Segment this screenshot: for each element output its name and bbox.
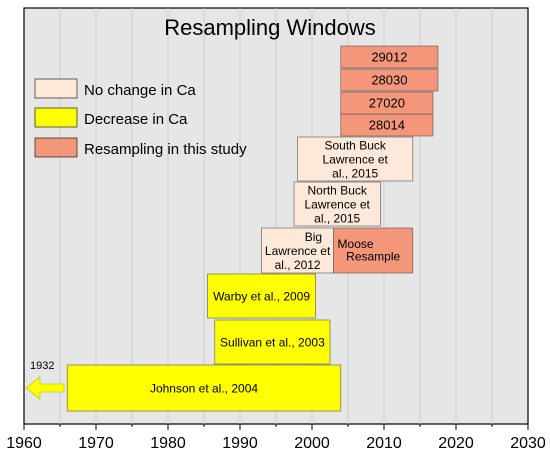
bar-label: al., 2015 [314, 212, 360, 226]
bar [261, 227, 334, 274]
bar [207, 273, 316, 319]
bar [340, 45, 439, 69]
legend-swatch-resampling [34, 137, 78, 158]
x-tick-label: 1990 [222, 435, 258, 452]
bar [340, 68, 439, 92]
bar-label: North Buck [308, 184, 368, 198]
x-tick-label: 1960 [6, 435, 42, 452]
x-tick-label: 2010 [366, 435, 402, 452]
legend-swatch-no-change [34, 78, 78, 99]
x-tick-label: 2000 [294, 435, 330, 452]
bar-label: Lawrence et [305, 198, 371, 212]
bar-group: 29012 [340, 45, 439, 69]
bar-label: Warby et al., 2009 [213, 290, 310, 304]
bar-label: 28030 [371, 73, 407, 88]
bar-label: 29012 [371, 50, 407, 65]
bar [340, 91, 434, 115]
bar-label: Lawrence et [323, 153, 389, 167]
bar-label: Sullivan et al., 2003 [220, 336, 325, 350]
legend-swatch-decrease [34, 107, 78, 128]
bar [293, 181, 381, 227]
bar-label: 28014 [369, 118, 405, 133]
legend-label-decrease: Decrease in Ca [84, 111, 188, 128]
bar-group: Johnson et al., 2004 [66, 364, 342, 412]
bar-label: Resample [346, 249, 400, 263]
bar-label: Moose [338, 237, 374, 251]
bar-group: 28030 [340, 68, 439, 92]
legend-label-resampling: Resampling in this study [84, 141, 247, 158]
left-arrow-icon [25, 376, 65, 400]
bar [333, 227, 414, 274]
legend-label-no-change: No change in Ca [84, 82, 196, 99]
bar-label: al., 2015 [332, 167, 378, 181]
bar-label: al., 2012 [275, 258, 321, 272]
x-axis-ticks: 1960 1970 1980 1990 2000 2010 2020 2030 [6, 424, 546, 452]
bars: Johnson et al., 2004 Sullivan et al., 200… [66, 45, 439, 412]
annotation-1932: 1932 [30, 360, 54, 372]
bar-label: Lawrence et [265, 244, 331, 258]
x-tick-label: 2020 [438, 435, 474, 452]
chart-title: Resampling Windows [164, 15, 376, 40]
bar [214, 319, 331, 365]
bar-label: Johnson et al., 2004 [150, 382, 258, 396]
legend: No change in Ca Decrease in Ca Resamplin… [34, 78, 247, 158]
bar-group: 27020 [340, 91, 434, 115]
bar-group: Warby et al., 2009 [207, 273, 316, 319]
bar-group: 28014 [340, 113, 434, 137]
bar-group: Sullivan et al., 2003 [214, 319, 331, 365]
bar-label: South Buck [325, 139, 387, 153]
bar-label: 27020 [369, 96, 405, 111]
bar [66, 364, 342, 412]
x-tick-label: 1980 [150, 435, 186, 452]
bar [297, 136, 414, 182]
x-tick-label: 2030 [510, 435, 546, 452]
bar-label: Big [305, 230, 322, 244]
x-tick-label: 1970 [78, 435, 114, 452]
arrow-annotation: 1932 [25, 360, 65, 400]
